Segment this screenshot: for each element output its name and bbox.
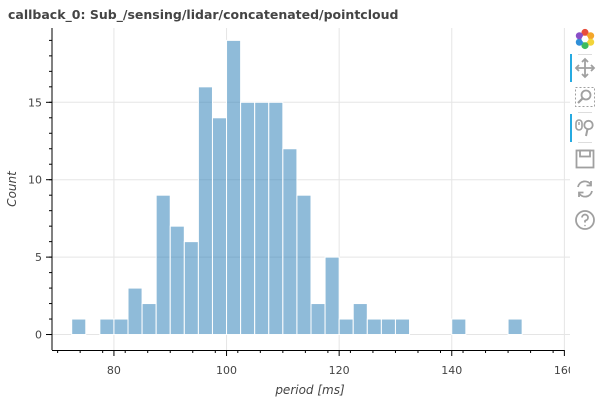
- x-tick-label: 120: [329, 364, 350, 377]
- histogram-bar: [71, 318, 87, 336]
- histogram-bar: [197, 86, 213, 336]
- save-tool-icon[interactable]: [572, 146, 598, 172]
- help-tool-icon[interactable]: [572, 207, 598, 233]
- histogram-bar: [268, 101, 284, 336]
- histogram-bar: [127, 287, 143, 336]
- x-tick-label: 160: [554, 364, 570, 377]
- axes: 80 100 120 140 160 0 5 10 15: [28, 28, 570, 377]
- histogram-bar: [254, 101, 270, 336]
- histogram-chart[interactable]: 80 100 120 140 160 0 5 10 15 period [ms] Count: [0, 0, 570, 400]
- x-tick-label: 80: [107, 364, 121, 377]
- bokeh-logo-icon[interactable]: [572, 26, 598, 52]
- histogram-bar: [240, 101, 256, 336]
- x-axis-title: period [ms]: [274, 383, 345, 397]
- y-tick-label: 15: [28, 96, 42, 109]
- histogram-bar: [141, 303, 157, 336]
- histogram-bar: [366, 318, 382, 336]
- reset-tool-icon[interactable]: [572, 176, 598, 202]
- histogram-bar: [169, 225, 185, 336]
- histogram-bar: [113, 318, 129, 336]
- histogram-bar: [451, 318, 467, 336]
- x-tick-label: 140: [441, 364, 462, 377]
- histogram-bar: [380, 318, 396, 336]
- plot-title: callback_0: Sub_/sensing/lidar/concatena…: [8, 7, 399, 22]
- y-tick-label: 10: [28, 174, 42, 187]
- histogram-bar: [211, 117, 228, 336]
- y-axis-title: Count: [5, 170, 19, 207]
- histogram-bar: [352, 303, 368, 336]
- histogram-bars: [71, 39, 523, 336]
- histogram-bar: [99, 318, 115, 336]
- wheel-zoom-tool-icon[interactable]: [572, 115, 598, 141]
- histogram-bar: [310, 303, 326, 336]
- y-tick-label: 5: [35, 251, 42, 264]
- y-tick-label: 0: [35, 329, 42, 342]
- box-zoom-tool-icon[interactable]: [572, 84, 598, 110]
- x-tick-label: 100: [216, 364, 237, 377]
- histogram-bar: [507, 318, 523, 336]
- pan-tool-active-indicator: [570, 54, 572, 82]
- histogram-bar: [183, 241, 199, 336]
- histogram-bar: [324, 256, 340, 336]
- histogram-bar: [155, 194, 171, 336]
- histogram-bar: [394, 318, 411, 336]
- wheel-zoom-tool-active-indicator: [570, 114, 572, 142]
- histogram-bar: [338, 318, 354, 336]
- histogram-bar: [296, 194, 312, 336]
- histogram-bar: [226, 39, 242, 336]
- histogram-bar: [282, 148, 298, 336]
- pan-tool-icon[interactable]: [572, 55, 598, 81]
